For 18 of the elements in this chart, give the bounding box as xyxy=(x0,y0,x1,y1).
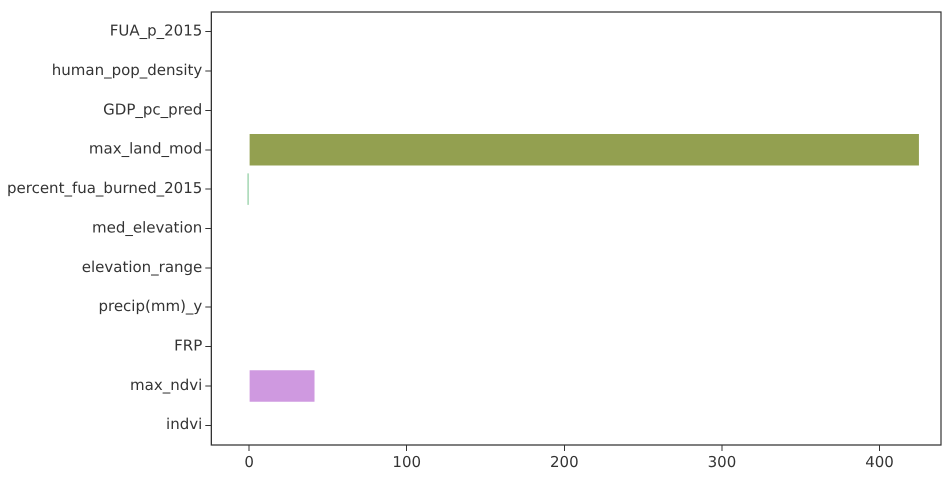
y-tick-label: human_pop_density xyxy=(52,60,202,79)
y-tick-label: max_land_mod xyxy=(88,140,202,158)
bar xyxy=(250,370,315,402)
x-tick-label: 100 xyxy=(392,452,422,471)
y-tick-label: elevation_range xyxy=(82,258,202,276)
y-tick-label: precip(mm)_y xyxy=(98,297,202,316)
x-tick-label: 0 xyxy=(244,452,254,471)
y-tick-label: GDP_pc_pred xyxy=(103,100,202,118)
x-tick-label: 400 xyxy=(865,452,894,471)
x-tick-label: 200 xyxy=(550,452,579,471)
y-tick-label: med_elevation xyxy=(92,218,202,236)
bar xyxy=(250,134,919,166)
y-tick-label: indvi xyxy=(166,415,202,434)
x-tick-label: 300 xyxy=(708,452,736,471)
y-tick-label: percent_fua_burned_2015 xyxy=(6,179,202,198)
y-tick-label: FRP xyxy=(174,336,202,354)
y-tick-label: FUA_p_2015 xyxy=(110,22,202,40)
y-tick-label: max_ndvi xyxy=(130,376,202,394)
